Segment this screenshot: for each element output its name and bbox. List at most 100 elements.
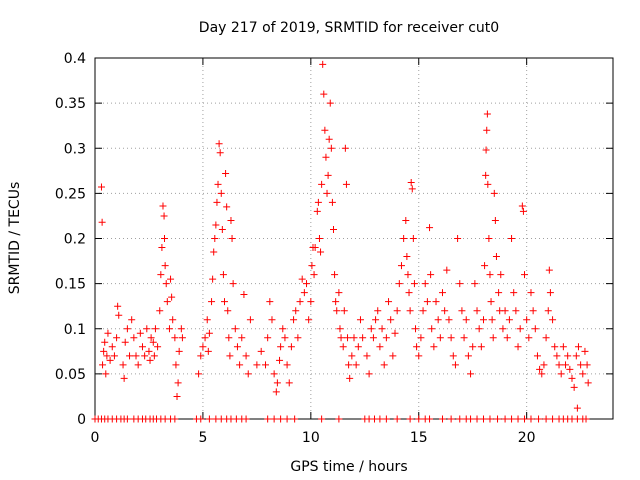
data-point [583,361,591,369]
data-point [320,90,328,98]
data-point [365,370,373,378]
data-point [523,316,531,324]
data-point [544,307,552,315]
data-point [405,289,413,297]
data-point [236,361,244,369]
data-point [151,325,159,333]
data-point [410,280,418,288]
data-point [169,316,177,324]
data-point [292,307,300,315]
data-point [229,280,237,288]
data-point [489,334,497,342]
y-tick-label: 0.15 [55,277,86,293]
data-point [326,99,334,107]
data-point [486,271,494,279]
data-point [217,189,225,197]
data-point [555,361,563,369]
data-point [203,316,211,324]
data-point [559,343,567,351]
data-point [363,352,371,360]
data-point [177,325,185,333]
data-point [372,316,380,324]
data-point [434,316,442,324]
data-point [329,225,337,233]
y-tick-label: 0.05 [55,367,86,383]
y-tick-label: 0.2 [64,232,86,248]
data-point [113,334,121,342]
data-point [136,329,144,337]
data-point [354,343,362,351]
data-point [413,343,421,351]
data-point [564,352,572,360]
data-point [441,307,449,315]
data-point [447,334,455,342]
data-point [359,334,367,342]
data-point [281,334,289,342]
data-point [481,262,489,270]
data-point [285,379,293,387]
data-point [574,343,582,351]
data-point [277,415,285,423]
data-point [315,235,323,242]
x-axis-label: GPS time / hours [290,459,407,475]
x-tick-label: 0 [91,430,100,446]
data-point [436,334,444,342]
data-point [99,361,107,369]
data-point [503,334,511,342]
data-point [467,415,475,423]
data-point [242,415,250,423]
data-point [134,361,142,369]
data-point [426,415,434,423]
data-point [321,126,329,134]
data-point [395,280,403,288]
data-point [272,388,280,396]
data-point [417,334,425,342]
data-point [97,183,105,191]
data-point [222,170,230,178]
data-point [505,316,513,324]
data-point [157,271,165,279]
data-point [426,224,434,232]
data-point [314,198,322,206]
data-point [475,325,483,333]
data-point [159,202,167,210]
data-point [419,307,427,315]
data-point [163,298,171,306]
data-point [495,289,503,297]
data-point [123,415,131,423]
data-point [294,334,302,342]
data-point [214,180,222,188]
data-point [352,361,360,369]
data-point [376,343,384,351]
data-point [499,325,507,333]
data-point [240,290,248,298]
data-point [376,415,384,423]
data-point [415,415,423,423]
data-point [175,347,183,355]
data-point [400,235,408,242]
data-point [311,244,319,252]
data-point [300,289,308,297]
data-point [346,374,354,382]
data-point [168,293,176,301]
data-point [226,352,234,360]
data-point [516,325,524,333]
data-point [492,253,500,261]
data-point [345,361,353,369]
data-point [215,140,223,148]
data-point [141,352,149,360]
data-point [393,415,401,423]
data-point [438,415,446,423]
data-point [101,338,109,346]
data-point [462,316,470,324]
data-point [404,271,412,279]
data-point [551,343,559,351]
data-point [340,307,348,315]
data-point [501,415,509,423]
data-point [378,325,386,333]
data-point [276,356,284,364]
data-point [508,235,516,242]
data-point [319,60,327,68]
data-point [277,343,285,351]
